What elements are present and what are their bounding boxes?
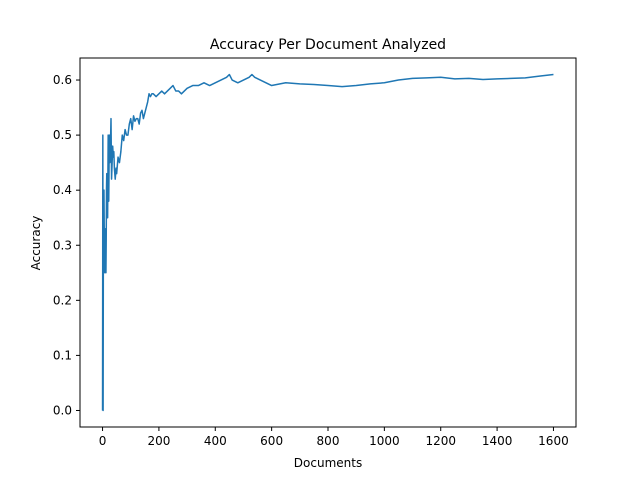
x-tick-label: 1000 <box>369 434 400 448</box>
y-tick-label: 0.4 <box>53 183 72 197</box>
x-tick-label: 1400 <box>482 434 513 448</box>
chart-title: Accuracy Per Document Analyzed <box>210 37 446 53</box>
y-tick-label: 0.5 <box>53 128 72 142</box>
y-axis-ticks: 0.0 0.1 0.2 0.3 0.4 0.5 0.6 <box>53 73 80 417</box>
y-tick-label: 0.1 <box>53 348 72 362</box>
x-tick-label: 1600 <box>538 434 569 448</box>
x-tick-label: 1200 <box>425 434 456 448</box>
x-tick-label: 200 <box>147 434 170 448</box>
y-tick-label: 0.2 <box>53 293 72 307</box>
x-tick-label: 400 <box>204 434 227 448</box>
y-tick-label: 0.3 <box>53 238 72 252</box>
x-axis-label: Documents <box>294 456 362 470</box>
plot-layer <box>101 73 554 412</box>
x-tick-label: 600 <box>260 434 283 448</box>
y-tick-label: 0.0 <box>53 403 72 417</box>
x-tick-label: 800 <box>317 434 340 448</box>
x-tick-label: 0 <box>99 434 107 448</box>
y-tick-label: 0.6 <box>53 73 72 87</box>
y-axis-label: Accuracy <box>29 216 43 271</box>
series-line-0 <box>101 73 554 412</box>
x-axis-ticks: 0 200 400 600 800 1000 1200 1400 1600 <box>99 427 569 448</box>
